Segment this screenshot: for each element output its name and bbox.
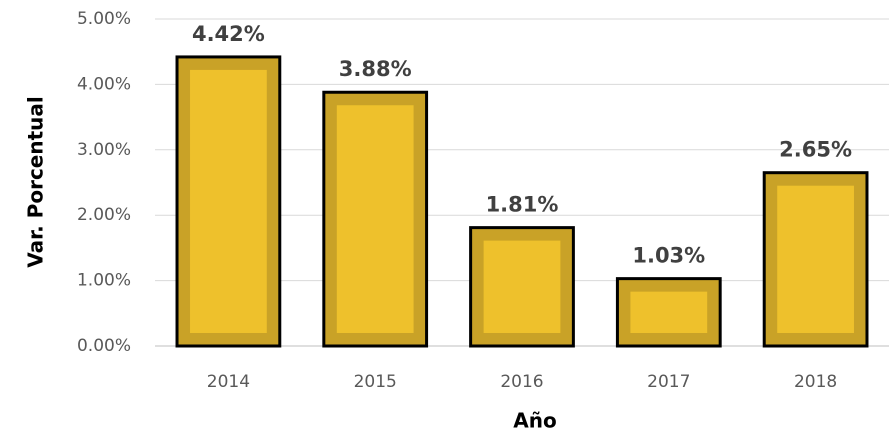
x-tick-label: 2014 (207, 372, 250, 392)
value-label: 1.03% (632, 244, 705, 268)
value-label: 1.81% (486, 193, 559, 217)
value-label: 4.42% (192, 22, 265, 46)
value-label: 3.88% (339, 57, 412, 81)
y-tick-label: 1.00% (77, 271, 131, 291)
bar-inner (190, 69, 267, 333)
x-tick-label: 2018 (794, 372, 837, 392)
x-tick-label: 2017 (647, 372, 690, 392)
x-tick-label: 2016 (500, 372, 543, 392)
bar-inner (336, 105, 414, 333)
y-tick-label: 5.00% (77, 9, 131, 29)
bar-inner (777, 185, 854, 333)
bar-inner (630, 291, 708, 333)
x-tick-label: 2015 (354, 372, 397, 392)
x-axis-label: Año (513, 409, 556, 433)
bar-inner (483, 240, 561, 333)
y-tick-label: 0.00% (77, 336, 131, 356)
y-tick-label: 4.00% (77, 74, 131, 94)
y-tick-label: 3.00% (77, 140, 131, 160)
value-label: 2.65% (779, 138, 852, 162)
y-tick-label: 2.00% (77, 205, 131, 225)
y-axis-label: Var. Porcentual (24, 96, 48, 268)
